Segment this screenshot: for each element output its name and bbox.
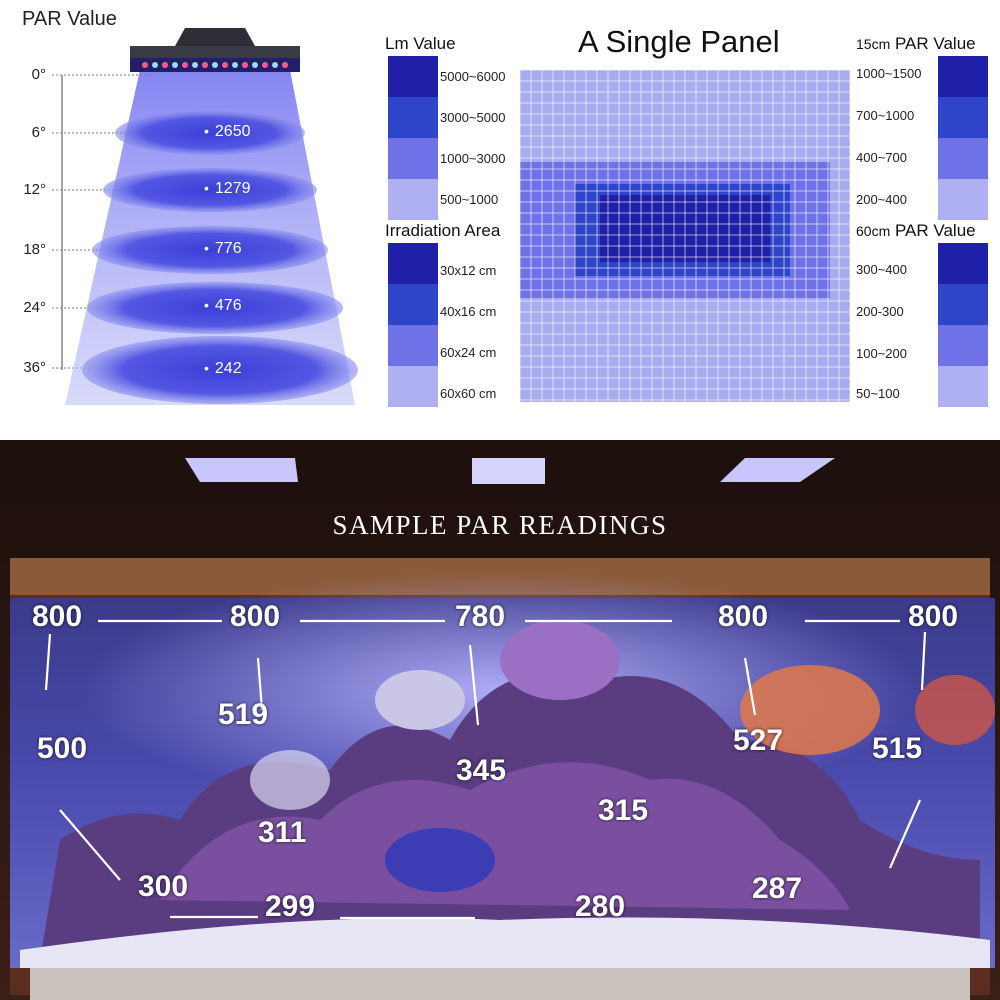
angle-label: 24° xyxy=(23,299,46,316)
par-reading: 287 xyxy=(752,872,803,905)
legend-swatch xyxy=(388,179,438,220)
par60-range: 50~100 xyxy=(856,386,900,401)
par-reading: 527 xyxy=(733,724,784,757)
lm-range: 500~1000 xyxy=(440,192,499,207)
top-reading: 800 xyxy=(908,600,959,633)
angle-label: 0° xyxy=(31,66,46,83)
par-value: • 1279 xyxy=(204,180,251,197)
par-reading: 500 xyxy=(37,732,88,765)
irradiation-range: 40x16 cm xyxy=(440,304,497,319)
par-value: • 242 xyxy=(204,360,242,377)
top-reading: 800 xyxy=(230,600,281,633)
par15-range: 200~400 xyxy=(856,192,907,207)
light-cone-graphic xyxy=(52,28,358,405)
par15-title: 15cm PAR Value xyxy=(856,34,976,53)
par-angle-diagram: PAR Value xyxy=(0,0,380,420)
par60-range: 100~200 xyxy=(856,346,907,361)
par60-title: 60cm PAR Value xyxy=(856,221,976,240)
legend-swatch xyxy=(938,97,988,138)
par-reading: 311 xyxy=(258,816,307,849)
legend-swatch xyxy=(388,56,438,97)
legend-swatch xyxy=(938,138,988,179)
legend-swatch xyxy=(938,325,988,366)
par15-range: 1000~1500 xyxy=(856,66,922,81)
par-value: • 476 xyxy=(204,297,242,314)
legend-swatch xyxy=(388,325,438,366)
angle-label: 18° xyxy=(23,241,46,258)
top-reading: 800 xyxy=(718,600,769,633)
legend-swatch xyxy=(388,97,438,138)
angle-label: 12° xyxy=(23,181,46,198)
legend-swatch xyxy=(388,284,438,325)
legend-swatch xyxy=(938,179,988,220)
par15-range: 700~1000 xyxy=(856,108,915,123)
irradiation-range: 30x12 cm xyxy=(440,263,497,278)
photo-title: SAMPLE PAR READINGS xyxy=(332,510,668,540)
legend-swatch xyxy=(938,56,988,97)
legend-swatch xyxy=(938,284,988,325)
par-reading: 299 xyxy=(265,890,316,923)
par-reading: 300 xyxy=(138,870,189,903)
lm-range: 5000~6000 xyxy=(440,69,506,84)
irradiation-range: 60x24 cm xyxy=(440,345,497,360)
par-value: • 2650 xyxy=(204,123,251,140)
aquarium-illustration xyxy=(0,440,1000,1000)
par-reading: 519 xyxy=(218,698,269,731)
par-reading: 515 xyxy=(872,732,923,765)
single-panel-diagram: A Single Panel Lm Value 5000~6000 3000~5… xyxy=(380,0,1000,420)
par-reading: 315 xyxy=(598,794,649,827)
lm-range: 3000~5000 xyxy=(440,110,506,125)
angle-label: 36° xyxy=(23,359,46,376)
aquarium-photo: SAMPLE PAR READINGS 800 800 780 800 800 … xyxy=(0,440,1000,1000)
top-reading: 800 xyxy=(32,600,83,633)
legend-swatch xyxy=(938,366,988,407)
irradiation-grid xyxy=(520,70,850,402)
angle-label: 6° xyxy=(31,124,46,141)
par60-range: 300~400 xyxy=(856,262,907,277)
par15-range: 400~700 xyxy=(856,150,907,165)
legend-swatch xyxy=(388,366,438,407)
par60-range: 200-300 xyxy=(856,304,904,319)
legend-swatch xyxy=(388,138,438,179)
legend-swatch xyxy=(938,243,988,284)
lm-title: Lm Value xyxy=(385,34,456,53)
irradiation-title: Irradiation Area xyxy=(385,221,501,240)
top-reading: 780 xyxy=(455,600,506,633)
par-reading: 280 xyxy=(575,890,626,923)
par-reading: 345 xyxy=(456,754,507,787)
par-title: PAR Value xyxy=(22,8,117,30)
main-title: A Single Panel xyxy=(578,24,780,59)
par-value: • 776 xyxy=(204,240,242,257)
irradiation-range: 60x60 cm xyxy=(440,386,497,401)
lm-range: 1000~3000 xyxy=(440,151,506,166)
legend-swatch xyxy=(388,243,438,284)
